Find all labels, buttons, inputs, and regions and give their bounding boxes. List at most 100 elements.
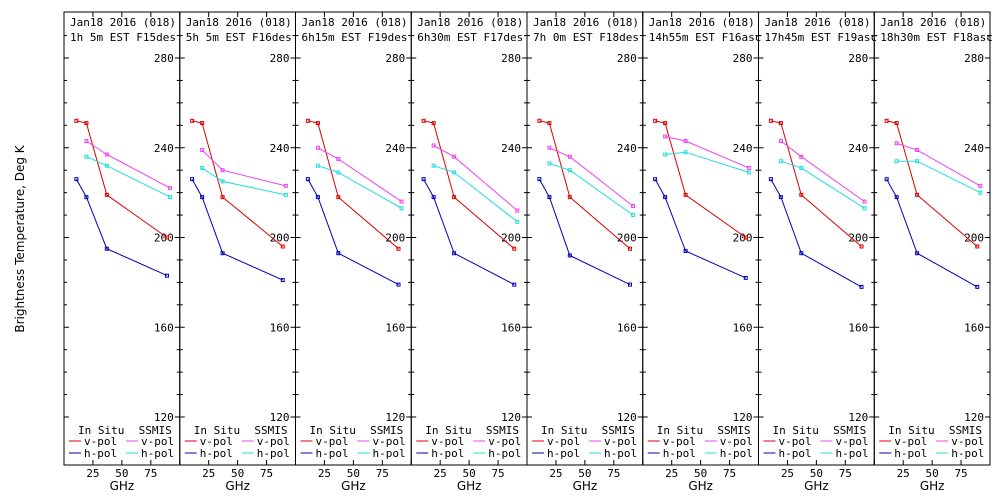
data-point-insitu-hpol [884, 177, 889, 182]
y-tick-label: 200 [848, 232, 868, 245]
legend-label-insitu-hpol: h-pol [779, 447, 812, 460]
y-tick-label: 240 [733, 142, 753, 155]
legend-insitu-header: In Situ [541, 424, 587, 437]
data-point-insitu-vpol [663, 121, 668, 126]
data-point-insitu-hpol [452, 251, 457, 256]
legend-insitu-header: In Situ [194, 424, 240, 437]
y-tick-label: 160 [848, 321, 868, 334]
legend-insitu-header: In Situ [78, 424, 124, 437]
panel-2: Jan18 2016 (018) 5h 5m EST F16des 120 160 20… [179, 11, 296, 493]
x-axis-label: GHz [110, 479, 135, 493]
data-point-ssmis-vpol [452, 154, 457, 159]
data-point-insitu-vpol [315, 121, 320, 126]
data-point-ssmis-hpol [336, 170, 341, 175]
legend-label-insitu-hpol: h-pol [431, 447, 464, 460]
data-point-insitu-hpol [280, 278, 285, 283]
x-tick-label: 25 [202, 467, 215, 480]
y-tick-label: 160 [154, 321, 174, 334]
x-tick-label: 75 [376, 467, 389, 480]
data-point-ssmis-vpol [631, 204, 636, 209]
series-line-ssmis-vpol [201, 149, 286, 187]
series-line-insitu-vpol [76, 120, 168, 238]
x-axis-label: GHz [688, 479, 713, 493]
data-point-ssmis-hpol [315, 163, 320, 168]
data-point-ssmis-vpol [799, 154, 804, 159]
data-point-ssmis-vpol [778, 139, 783, 144]
data-point-insitu-vpol [431, 121, 436, 126]
panel-title-date: Jan18 2016 (018) [70, 16, 176, 29]
data-point-ssmis-vpol [862, 199, 867, 204]
data-point-ssmis-hpol [168, 195, 173, 200]
data-point-insitu-vpol [768, 118, 773, 123]
data-point-insitu-vpol [336, 195, 341, 200]
data-point-insitu-vpol [915, 192, 920, 197]
x-tick-label: 75 [839, 467, 852, 480]
data-point-ssmis-vpol [978, 183, 983, 188]
data-point-ssmis-hpol [452, 170, 457, 175]
panel-title-date: Jan18 2016 (018) [880, 16, 986, 29]
legend-label-insitu-hpol: h-pol [894, 447, 927, 460]
legend-insitu-header: In Situ [888, 424, 934, 437]
legend-label-ssmis-vpol: v-pol [373, 435, 406, 448]
data-point-insitu-hpol [799, 251, 804, 256]
x-tick-label: 75 [954, 467, 967, 480]
panel-title-time: 7h 0m EST F18des [533, 31, 639, 44]
series-line-insitu-hpol [654, 178, 747, 279]
y-tick-label: 120 [501, 411, 521, 424]
legend-insitu-header: In Situ [657, 424, 703, 437]
series-line-insitu-hpol [423, 178, 515, 286]
panel-title-time: 6h30m EST F17des [417, 31, 523, 44]
legend-label-ssmis-hpol: h-pol [836, 447, 869, 460]
data-point-insitu-vpol [743, 235, 748, 240]
x-tick-label: 75 [144, 467, 157, 480]
x-tick-label: 25 [549, 467, 562, 480]
legend-ssmis-header: SSMIS [949, 424, 982, 437]
data-point-insitu-hpol [663, 195, 668, 200]
legend-label-insitu-vpol: v-pol [894, 435, 927, 448]
data-point-ssmis-vpol [399, 199, 404, 204]
data-point-ssmis-vpol [663, 134, 668, 139]
panel-title-date: Jan18 2016 (018) [302, 16, 408, 29]
data-point-insitu-hpol [74, 177, 79, 182]
y-tick-label: 280 [501, 52, 521, 65]
legend-label-insitu-hpol: h-pol [663, 447, 696, 460]
series-line-insitu-vpol [886, 120, 978, 247]
legend-label-insitu-hpol: h-pol [200, 447, 233, 460]
series-line-insitu-hpol [307, 178, 399, 286]
data-point-insitu-vpol [975, 244, 980, 249]
y-tick-label: 280 [617, 52, 637, 65]
data-point-insitu-vpol [421, 118, 426, 123]
legend-ssmis-header: SSMIS [370, 424, 403, 437]
data-point-insitu-vpol [396, 246, 401, 251]
x-tick-label: 50 [810, 467, 823, 480]
panel-title-date: Jan18 2016 (018) [186, 16, 292, 29]
y-tick-label: 280 [154, 52, 174, 65]
series-line-ssmis-hpol [86, 156, 171, 198]
series-line-insitu-vpol [423, 120, 515, 250]
data-point-ssmis-vpol [220, 168, 225, 173]
y-tick-label: 280 [270, 52, 290, 65]
y-tick-label: 160 [964, 321, 984, 334]
series-line-ssmis-hpol [896, 160, 981, 194]
data-point-insitu-vpol [452, 195, 457, 200]
panel-title-time: 17h45m EST F19asc [765, 31, 878, 44]
legend-label-insitu-vpol: v-pol [431, 435, 464, 448]
x-tick-label: 50 [694, 467, 707, 480]
series-line-ssmis-hpol [780, 160, 865, 209]
data-point-ssmis-hpol [799, 165, 804, 170]
legend-label-insitu-hpol: h-pol [547, 447, 580, 460]
data-point-ssmis-hpol [104, 163, 109, 168]
data-point-ssmis-hpol [778, 159, 783, 164]
legend-label-ssmis-hpol: h-pol [951, 447, 984, 460]
legend-label-ssmis-vpol: v-pol [720, 435, 753, 448]
x-tick-label: 50 [463, 467, 476, 480]
data-point-insitu-vpol [859, 244, 864, 249]
panel-title-time: 5h 5m EST F16des [186, 31, 292, 44]
y-tick-label: 200 [964, 232, 984, 245]
data-point-insitu-vpol [894, 121, 899, 126]
x-tick-label: 25 [86, 467, 99, 480]
legend-label-ssmis-hpol: h-pol [257, 447, 290, 460]
panel-1: Jan18 2016 (018) 1h 5m EST F15des 120 160 20… [63, 11, 181, 493]
data-point-ssmis-vpol [200, 147, 205, 152]
x-tick-label: 25 [434, 467, 447, 480]
